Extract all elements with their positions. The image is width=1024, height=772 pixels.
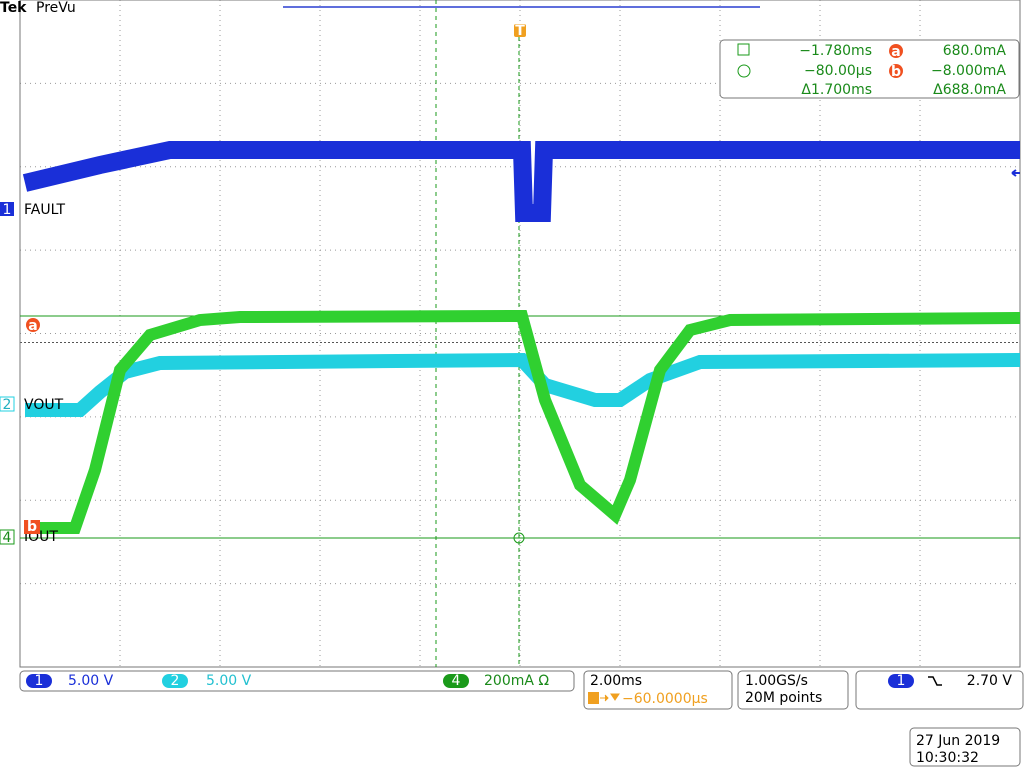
b-icon-letter: b: [891, 64, 901, 80]
date: 27 Jun 2019: [916, 733, 1000, 749]
brand: Tek: [0, 0, 27, 16]
cursor-b-marker: [24, 520, 40, 534]
ch2-badge: [162, 674, 188, 688]
trigger-position: −60.0000µs: [622, 691, 708, 707]
horizontal-box: [583, 670, 733, 710]
readout-box: [719, 39, 1020, 99]
graticule: [20, 0, 1020, 667]
ch4-marker: [0, 529, 15, 545]
trace-iout: [25, 309, 1021, 534]
sample-rate: 1.00GS/s: [745, 673, 808, 689]
ch4-badge-num: 4: [452, 673, 461, 689]
delta-time: Δ1.700ms: [801, 82, 872, 98]
cursor-a-letter: a: [28, 318, 37, 334]
delta-value: Δ688.0mA: [933, 82, 1006, 98]
ch1-label: FAULT: [24, 202, 65, 218]
cursor2-icon: [737, 64, 751, 78]
ch4-number: 4: [3, 530, 12, 546]
timebase: 2.00ms: [590, 673, 642, 689]
cursor-a-marker: [26, 318, 40, 332]
channel-bar: [19, 670, 575, 692]
record-length: 20M points: [745, 690, 822, 706]
a-icon-letter: a: [891, 44, 900, 60]
ch2-badge-num: 2: [171, 673, 180, 689]
trace-vout: [25, 352, 1021, 417]
ch1-badge-num: 1: [35, 673, 44, 689]
ch2-number: 2: [3, 397, 12, 413]
cursor-b-letter: b: [27, 519, 37, 535]
timestamp-box: [909, 727, 1021, 767]
ch4-badge: [443, 674, 469, 688]
a-icon: [889, 44, 903, 58]
trigger-slope: [928, 676, 942, 686]
trigger-pos-arrow: [600, 693, 620, 702]
ch2-marker: [0, 396, 15, 412]
time: 10:30:32: [916, 750, 979, 766]
trigger-icon: [514, 24, 526, 37]
ch2-label: VOUT: [24, 397, 64, 413]
ch2-scale: 5.00 V: [206, 673, 252, 689]
acquisition-box: [737, 670, 849, 710]
trace-fault: [22, 141, 1020, 222]
mode: PreVu: [36, 0, 76, 16]
trigger-level-arrow: [1011, 169, 1020, 177]
cursor1-icon: [737, 43, 750, 56]
a-time: −1.780ms: [799, 43, 872, 59]
trigger-channel: 1: [897, 673, 906, 689]
trig-ch-badge: [888, 674, 914, 688]
trigger-level: 2.70 V: [967, 673, 1013, 689]
ch1-marker: [0, 202, 14, 216]
b-value: −8.000mA: [931, 63, 1006, 79]
ch4-scale: 200mA Ω: [484, 673, 549, 689]
a-value: 680.0mA: [943, 43, 1007, 59]
b-icon: [889, 64, 903, 78]
ch1-badge: [26, 674, 52, 688]
cursor-cross: [513, 532, 525, 544]
trigger-marker: T: [515, 23, 525, 39]
graticule-border: [19, 0, 1021, 668]
ch1-number: 1: [3, 202, 12, 218]
b-time: −80.00µs: [804, 63, 872, 79]
ch1-scale: 5.00 V: [68, 673, 114, 689]
trigger-pos-icon: [588, 692, 599, 704]
